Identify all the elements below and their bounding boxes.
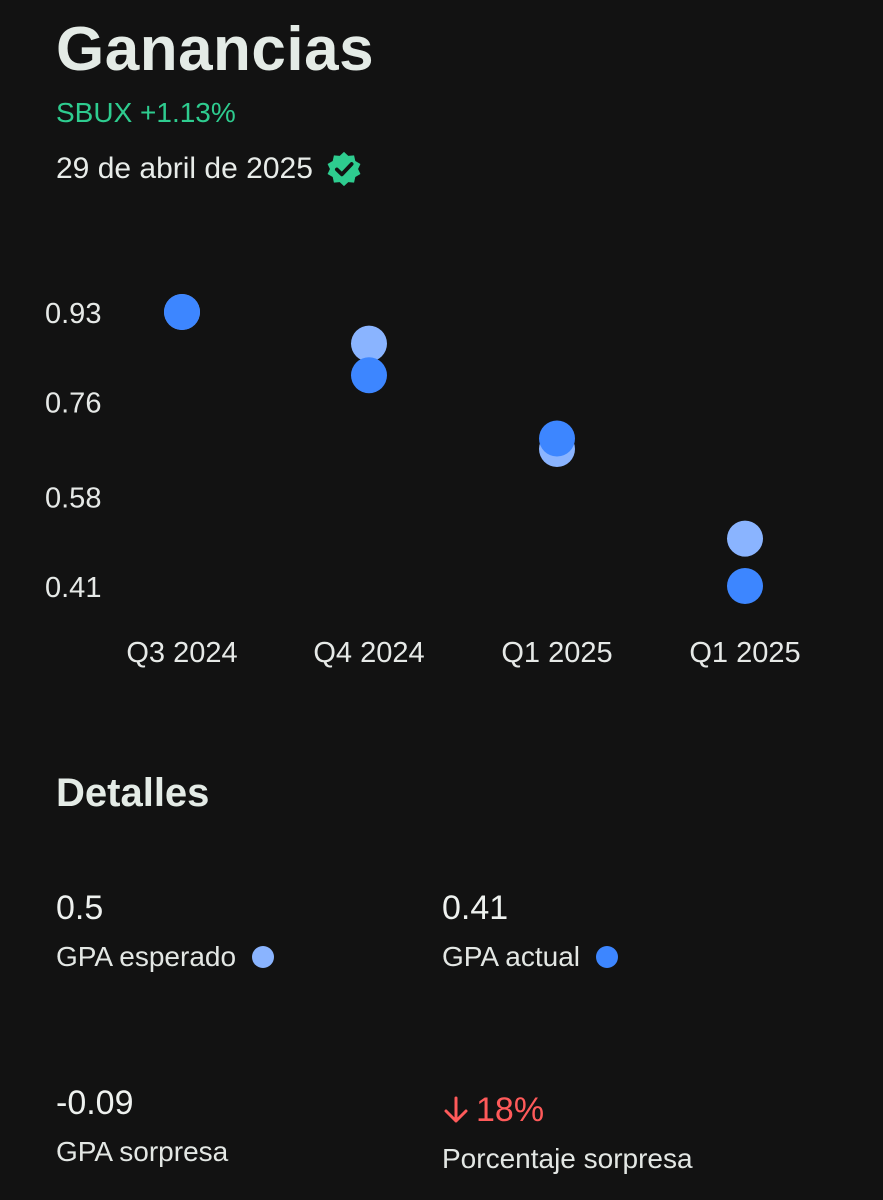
expected-eps-point[interactable]: [727, 520, 763, 557]
expected-eps-metric: 0.5 GPA esperado: [56, 888, 275, 974]
x-tick-label: Q3 2024: [126, 637, 237, 669]
y-tick-label: 0.41: [45, 572, 101, 604]
expected-eps-point[interactable]: [351, 325, 387, 362]
actual-legend-dot: [596, 946, 619, 968]
surprise-percent-value: 18%: [476, 1091, 545, 1129]
expected-eps-value: 0.5: [56, 889, 104, 927]
actual-eps-point[interactable]: [727, 568, 763, 604]
expected-eps-label-row: GPA esperado: [56, 940, 275, 974]
page-title: Ganancias: [56, 15, 375, 84]
ticker-change: SBUX +1.13%: [56, 97, 236, 128]
earnings-date: 29 de abril de 2025: [56, 152, 313, 185]
actual-eps-point[interactable]: [351, 357, 387, 394]
verified-badge-icon: [327, 151, 361, 187]
actual-eps-label-row: GPA actual: [442, 940, 619, 974]
actual-eps-value: 0.41: [442, 889, 509, 927]
expected-eps-label: GPA esperado: [56, 941, 237, 972]
actual-eps-metric: 0.41 GPA actual: [442, 888, 619, 974]
x-tick-label: Q1 2025: [689, 637, 800, 669]
expected-legend-dot: [252, 946, 275, 968]
surprise-eps-metric: -0.09 GPA sorpresa: [56, 1083, 228, 1169]
x-tick-label: Q1 2025: [501, 637, 612, 669]
y-tick-label: 0.76: [45, 388, 101, 420]
surprise-eps-label: GPA sorpresa: [56, 1136, 229, 1167]
surprise-percent-label: Porcentaje sorpresa: [442, 1143, 693, 1174]
y-tick-label: 0.93: [45, 298, 101, 330]
details-title: Detalles: [56, 771, 210, 815]
actual-eps-point[interactable]: [539, 420, 575, 457]
actual-eps-label: GPA actual: [442, 941, 581, 972]
surprise-percent-metric: 18% Porcentaje sorpresa: [442, 1090, 693, 1176]
surprise-percent-row: 18%: [442, 1090, 693, 1130]
surprise-eps-value: -0.09: [56, 1084, 134, 1122]
y-tick-label: 0.58: [45, 482, 101, 514]
earnings-chart: 0.93 0.76 0.58 0.41 Q3 2024 Q4 2024 Q1 2025 Q1 …: [45, 294, 801, 669]
actual-eps-point[interactable]: [164, 294, 200, 330]
arrow-down-icon: [444, 1096, 468, 1123]
earnings-date-row: 29 de abril de 2025: [56, 150, 363, 188]
x-tick-label: Q4 2024: [313, 637, 424, 669]
